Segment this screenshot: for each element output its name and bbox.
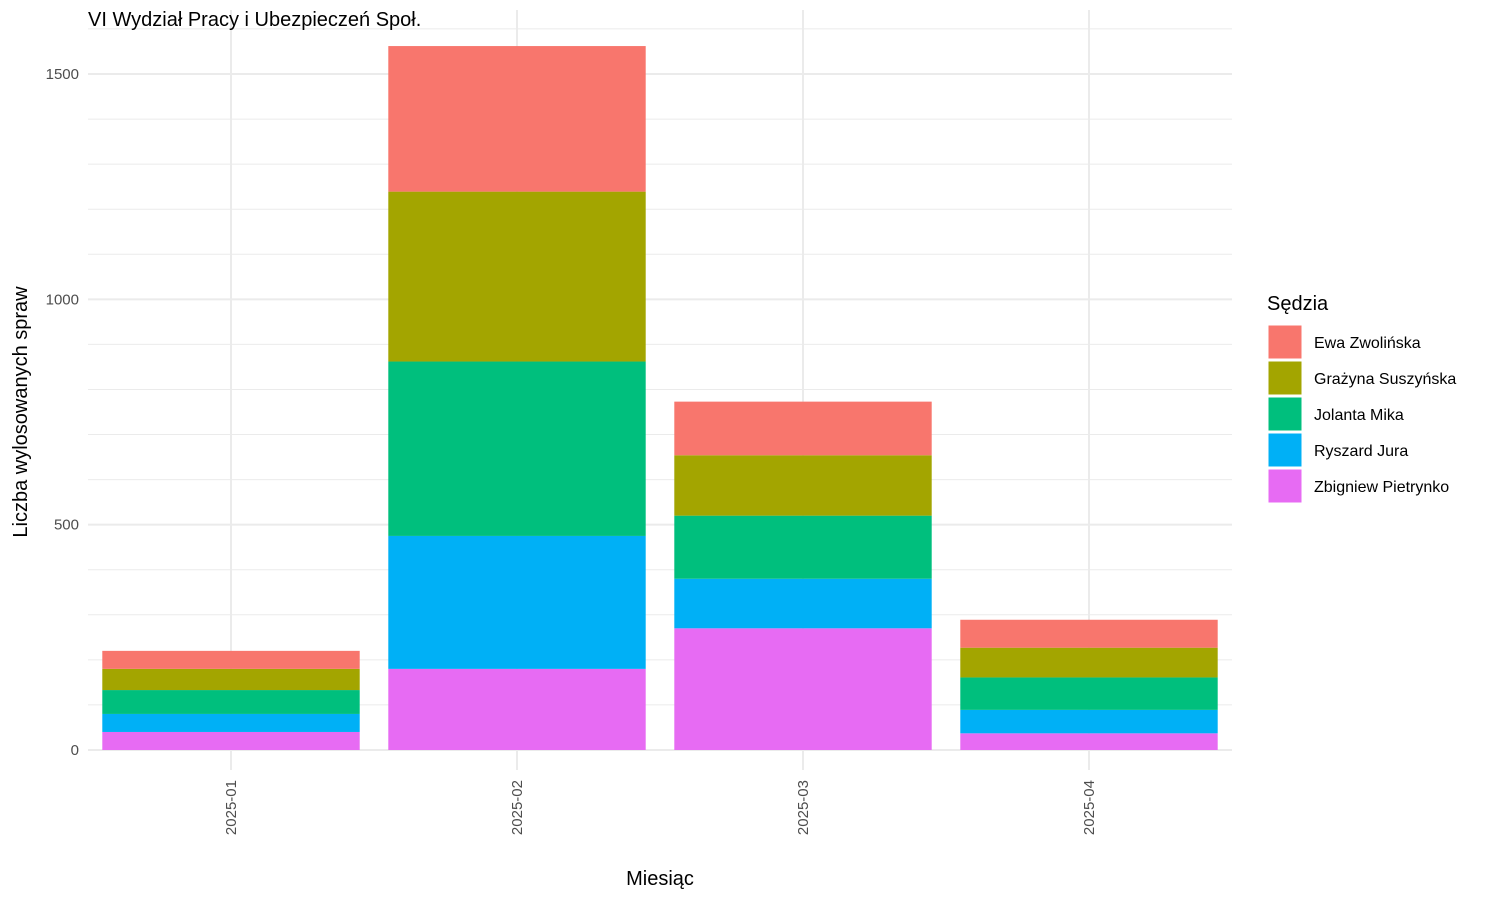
legend-label: Ewa Zwolińska bbox=[1314, 335, 1421, 352]
legend-swatch bbox=[1267, 324, 1303, 360]
legend-label: Ryszard Jura bbox=[1314, 443, 1408, 460]
legend: Sędzia Ewa Zwolińska Grażyna Suszyńska Jol… bbox=[1267, 293, 1456, 504]
legend-label: Zbigniew Pietrynko bbox=[1314, 479, 1449, 496]
bar-segment bbox=[674, 455, 932, 516]
bar-segment bbox=[960, 677, 1218, 710]
y-tick-label: 1000 bbox=[46, 291, 79, 308]
bar-segment bbox=[102, 650, 360, 669]
y-axis-title: Liczba wylosowanych spraw bbox=[10, 286, 32, 538]
x-axis: 2025-01 2025-02 2025-03 2025-04 bbox=[223, 780, 1098, 835]
bar-segment bbox=[960, 733, 1218, 750]
bars bbox=[102, 46, 1218, 750]
x-tick-label: 2025-01 bbox=[223, 780, 240, 835]
bar-segment bbox=[388, 668, 646, 750]
legend-title: Sędzia bbox=[1267, 293, 1329, 315]
bar-segment bbox=[102, 668, 360, 691]
bar-segment bbox=[960, 647, 1218, 678]
bar-segment bbox=[388, 361, 646, 536]
bar-segment bbox=[674, 515, 932, 579]
y-tick-label: 1500 bbox=[46, 66, 79, 83]
legend-label: Grażyna Suszyńska bbox=[1314, 371, 1456, 388]
x-axis-title: Miesiąc bbox=[626, 868, 694, 890]
x-tick-label: 2025-03 bbox=[795, 780, 812, 835]
bar-segment bbox=[388, 191, 646, 362]
legend-swatch bbox=[1267, 468, 1303, 504]
bar-segment bbox=[388, 535, 646, 669]
bar-segment bbox=[102, 690, 360, 714]
bar-segment bbox=[674, 628, 932, 750]
grid-lines bbox=[88, 10, 1232, 770]
bar-segment bbox=[960, 619, 1218, 648]
legend-label: Jolanta Mika bbox=[1314, 407, 1404, 424]
bar-segment bbox=[388, 46, 646, 192]
bar-segment bbox=[960, 709, 1218, 734]
chart-title: VI Wydział Pracy i Ubezpieczeń Społ. bbox=[88, 9, 421, 31]
bar-segment bbox=[674, 578, 932, 629]
y-tick-label: 500 bbox=[54, 517, 79, 534]
legend-swatch bbox=[1267, 360, 1303, 396]
x-tick-label: 2025-02 bbox=[509, 780, 526, 835]
bar-segment bbox=[102, 713, 360, 732]
bar-segment bbox=[674, 401, 932, 456]
y-axis: 0 500 1000 1500 bbox=[46, 66, 79, 759]
legend-swatch bbox=[1267, 432, 1303, 468]
y-tick-label: 0 bbox=[71, 742, 79, 759]
x-tick-label: 2025-04 bbox=[1081, 780, 1098, 835]
legend-swatch bbox=[1267, 396, 1303, 432]
bar-segment bbox=[102, 731, 360, 750]
